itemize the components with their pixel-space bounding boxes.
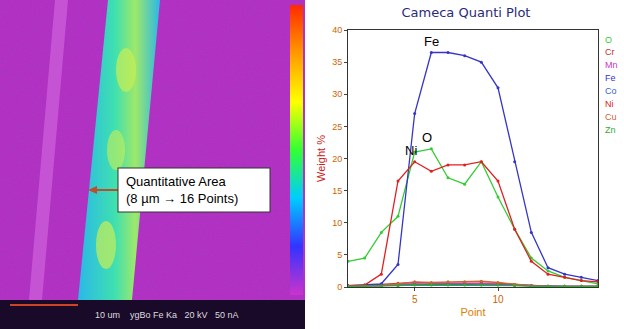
svg-text:O: O — [422, 130, 432, 145]
svg-text:Fe: Fe — [424, 34, 439, 49]
svg-text:5: 5 — [412, 294, 418, 305]
svg-text:Cu: Cu — [605, 112, 617, 122]
svg-text:Fe: Fe — [605, 73, 616, 83]
svg-text:5: 5 — [337, 250, 342, 260]
svg-text:Weight %: Weight % — [315, 135, 327, 182]
svg-text:25: 25 — [332, 122, 342, 132]
svg-text:O: O — [605, 35, 612, 45]
svg-text:Quantitative Area: Quantitative Area — [126, 174, 226, 189]
svg-text:10: 10 — [492, 294, 504, 305]
svg-text:40: 40 — [332, 25, 342, 35]
svg-text:Co: Co — [605, 86, 617, 96]
svg-text:ygBo Fe Ka 20 kV 50 nA: ygBo Fe Ka 20 kV 50 nA — [130, 310, 239, 320]
svg-text:15: 15 — [332, 186, 342, 196]
svg-text:35: 35 — [332, 57, 342, 67]
svg-text:10 um: 10 um — [95, 310, 120, 320]
svg-text:Zn: Zn — [605, 125, 616, 135]
svg-text:Point: Point — [460, 306, 485, 318]
svg-text:Cr: Cr — [605, 47, 615, 57]
svg-text:Ni: Ni — [405, 143, 417, 158]
svg-text:Mn: Mn — [605, 60, 618, 70]
svg-text:0: 0 — [337, 282, 342, 292]
svg-text:30: 30 — [332, 89, 342, 99]
svg-text:Cameca Quanti Plot: Cameca Quanti Plot — [402, 5, 531, 20]
svg-text:20: 20 — [332, 154, 342, 164]
svg-text:10: 10 — [332, 218, 342, 228]
svg-text:(8 µm → 16 Points): (8 µm → 16 Points) — [126, 191, 238, 206]
svg-text:Ni: Ni — [605, 99, 614, 109]
